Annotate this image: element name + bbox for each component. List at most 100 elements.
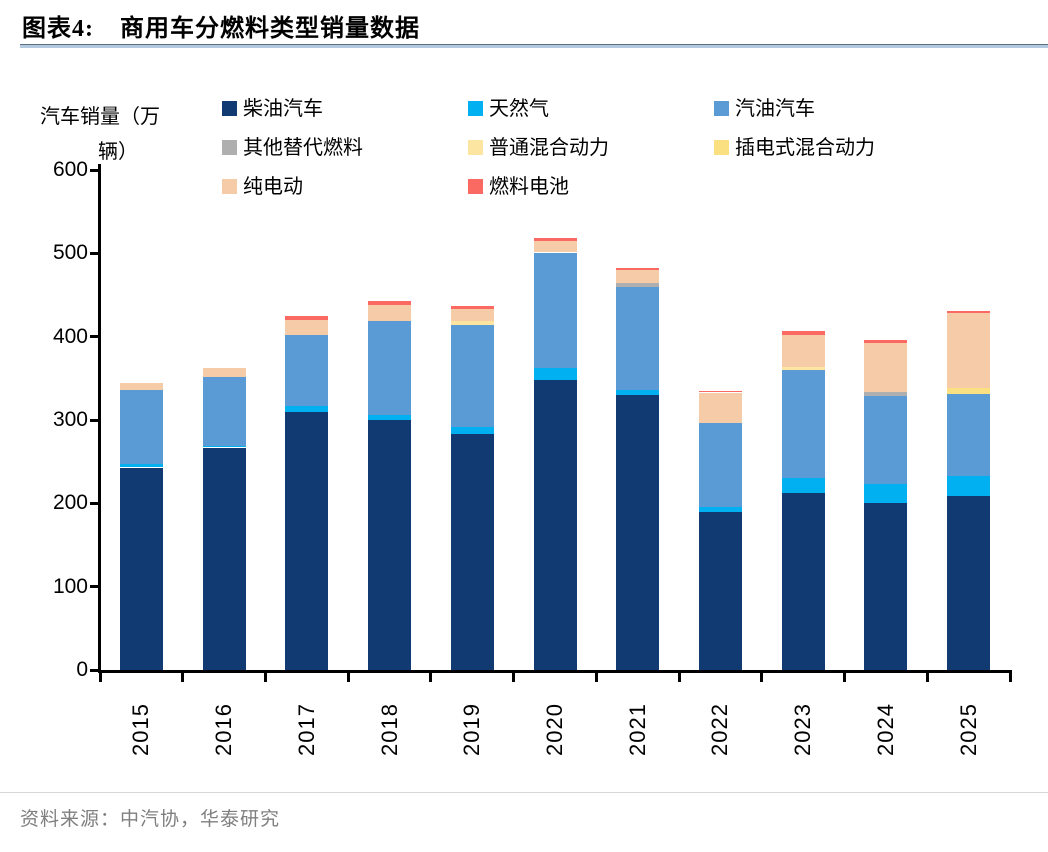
bar-segment-汽油汽车 [450, 325, 494, 427]
legend-item: 纯电动 [222, 174, 468, 200]
bar-segment-汽油汽车 [698, 422, 742, 507]
y-axis-tick-label: 100 [52, 574, 88, 598]
bar-segment-燃料电池 [285, 315, 329, 320]
bar-segment-柴油汽车 [450, 434, 494, 670]
legend-label: 插电式混合动力 [735, 137, 875, 159]
bar-segment-其他替代燃料 [616, 282, 660, 287]
x-axis-label: 2022 [707, 703, 733, 757]
x-axis-label: 2025 [955, 703, 981, 757]
bar-segment-柴油汽车 [698, 511, 742, 670]
bar-segment-燃料电池 [947, 310, 991, 314]
x-axis-label: 2015 [128, 703, 154, 757]
bar-segment-汽油汽车 [616, 286, 660, 390]
x-axis-line [98, 670, 1012, 673]
bar-segment-纯电动 [864, 343, 908, 392]
bar-segment-燃料电池 [450, 305, 494, 310]
source-divider [0, 792, 1048, 793]
y-axis-tick [90, 168, 101, 172]
x-axis-tick [594, 673, 598, 682]
bar-segment-天然气 [368, 415, 412, 420]
x-axis-label: 2019 [459, 703, 485, 757]
y-axis-tick-label: 500 [52, 241, 88, 265]
legend-label: 柴油汽车 [243, 98, 323, 120]
x-axis-tick [98, 673, 102, 682]
bar-segment-天然气 [698, 506, 742, 512]
legend-item: 其他替代燃料 [222, 135, 468, 161]
legend-swatch-icon [468, 140, 483, 155]
legend-label: 天然气 [489, 98, 549, 120]
x-axis-tick [429, 673, 433, 682]
x-axis-tick [677, 673, 681, 682]
legend-label: 燃料电池 [489, 176, 569, 198]
x-axis-label: 2017 [293, 703, 319, 757]
x-axis-tick [181, 673, 185, 682]
bar-segment-汽油汽车 [368, 320, 412, 415]
legend-label: 其他替代燃料 [243, 137, 363, 159]
y-axis-unit-line1: 汽车销量（万 [40, 106, 160, 128]
bar-segment-汽油汽车 [285, 335, 329, 406]
legend-item: 柴油汽车 [222, 96, 468, 122]
x-axis-label: 2024 [872, 703, 898, 757]
legend-item: 燃料电池 [468, 174, 714, 200]
bar-segment-天然气 [616, 390, 660, 395]
legend-swatch-icon [222, 179, 237, 194]
bar-segment-普通混合动力 [781, 366, 825, 370]
y-axis-tick [90, 668, 101, 672]
bar-segment-柴油汽车 [119, 467, 163, 670]
bar-segment-柴油汽车 [533, 380, 577, 670]
legend-label: 普通混合动力 [489, 137, 609, 159]
bar-segment-柴油汽车 [947, 495, 991, 670]
legend-swatch-icon [468, 179, 483, 194]
bar-segment-纯电动 [368, 305, 412, 321]
y-axis-tick [90, 418, 101, 422]
bar-segment-柴油汽车 [781, 493, 825, 670]
bar-segment-天然气 [119, 464, 163, 468]
legend-label: 纯电动 [243, 176, 303, 198]
bar-segment-纯电动 [533, 240, 577, 253]
x-axis-label: 2018 [376, 703, 402, 757]
x-axis-label: 2023 [790, 703, 816, 757]
x-axis-tick [512, 673, 516, 682]
bar-segment-纯电动 [119, 382, 163, 390]
legend-item: 普通混合动力 [468, 135, 714, 161]
x-axis-tick [263, 673, 267, 682]
bar-segment-纯电动 [781, 335, 825, 367]
bar-segment-其他替代燃料 [864, 391, 908, 396]
x-axis-label: 2021 [624, 703, 650, 757]
bar-segment-汽油汽车 [202, 376, 246, 446]
legend-swatch-icon [714, 140, 729, 155]
bar-segment-纯电动 [947, 313, 991, 389]
legend-swatch-icon [714, 101, 729, 116]
bar-segment-纯电动 [698, 392, 742, 423]
x-axis-tick [843, 673, 847, 682]
bar-segment-天然气 [450, 426, 494, 435]
legend-item: 汽油汽车 [714, 96, 1034, 122]
x-axis-tick [925, 673, 929, 682]
bar-segment-天然气 [947, 475, 991, 496]
legend-item: 插电式混合动力 [714, 135, 1034, 161]
chart-legend: 柴油汽车 天然气 汽油汽车其他替代燃料 普通混合动力 插电式混合动力纯电动 燃料电池 [222, 96, 1034, 200]
legend-swatch-icon [222, 101, 237, 116]
y-axis-tick-label: 400 [52, 324, 88, 348]
bar-segment-燃料电池 [616, 267, 660, 270]
x-axis-tick [1008, 673, 1012, 682]
bar-segment-纯电动 [450, 309, 494, 321]
bar-segment-汽油汽车 [947, 394, 991, 476]
bar-segment-纯电动 [202, 367, 246, 377]
bar-segment-纯电动 [616, 270, 660, 283]
chart-title-prefix: 图表4: [22, 16, 94, 42]
bar-segment-燃料电池 [698, 390, 742, 393]
bar-segment-天然气 [202, 445, 246, 448]
y-axis-tick-label: 200 [52, 491, 88, 515]
source-text: 资料来源：中汽协，华泰研究 [20, 809, 281, 830]
y-axis-tick [90, 335, 101, 339]
bar-segment-汽油汽车 [781, 370, 825, 479]
legend-swatch-icon [468, 101, 483, 116]
y-axis-unit-label: 汽车销量（万 辆） [40, 100, 160, 170]
bar-segment-天然气 [285, 405, 329, 412]
legend-swatch-icon [222, 140, 237, 155]
x-axis-label: 2020 [542, 703, 567, 757]
bar-segment-柴油汽车 [864, 503, 908, 670]
bar-segment-纯电动 [285, 320, 329, 335]
